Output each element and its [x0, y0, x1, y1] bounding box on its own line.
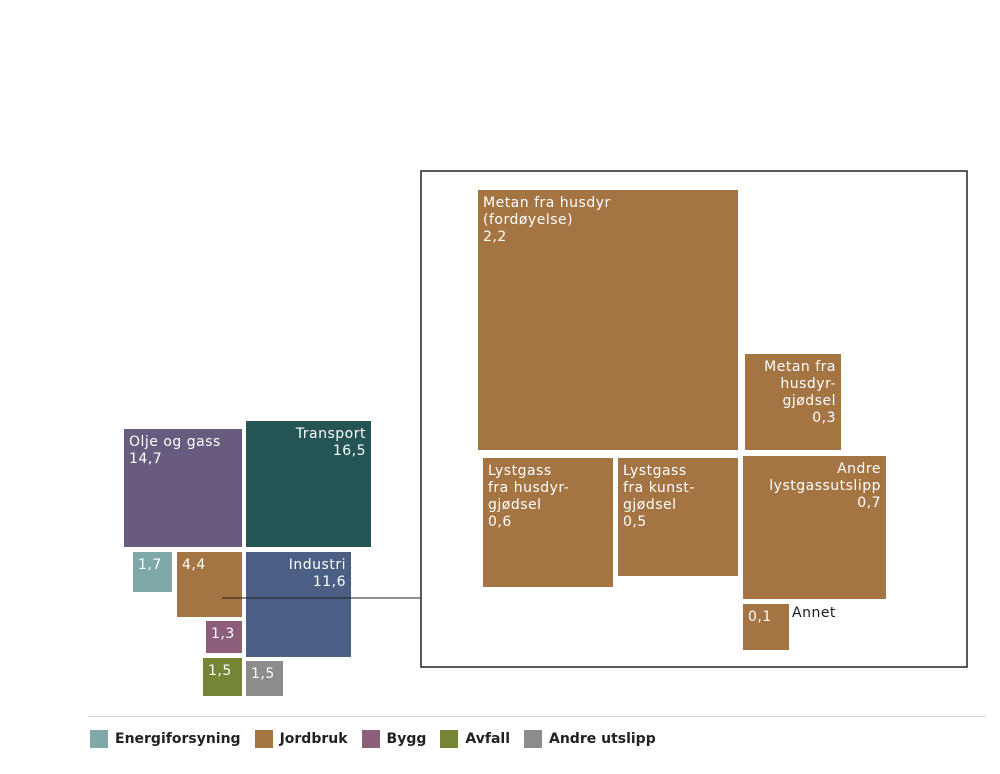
legend: Energiforsyning Jordbruk Bygg Avfall And…: [90, 730, 670, 748]
treemap-cell-bygg: [206, 621, 242, 653]
detail-outside-label-annet: Annet: [792, 605, 836, 621]
treemap-cell-andre: [246, 661, 283, 696]
treemap-cell-transport: [246, 421, 371, 547]
detail-label-metan-fordoyelse: Metan fra husdyr (fordøyelse) 2,2: [483, 195, 611, 245]
legend-item-energiforsyning: Energiforsyning: [90, 730, 241, 748]
detail-label-metan-gjodsel: Metan fra husdyr-gjødsel 0,3: [764, 359, 836, 426]
legend-label: Energiforsyning: [115, 731, 241, 747]
cell-label-industri: Industri 11,6: [289, 557, 346, 590]
treemap-cell-jordbruk: [177, 552, 242, 617]
legend-item-avfall: Avfall: [440, 730, 510, 748]
treemap-cell-industri: [246, 552, 351, 657]
detail-cell-metan-gjodsel: [745, 354, 841, 450]
legend-item-jordbruk: Jordbruk: [254, 730, 348, 748]
legend-swatch: [90, 730, 108, 748]
legend-divider: [88, 716, 986, 717]
cell-label-energi: 1,7: [138, 557, 162, 573]
legend-swatch: [361, 730, 380, 748]
legend-label: Avfall: [465, 731, 510, 747]
detail-cell-lystgass-husdyr: [483, 458, 613, 587]
legend-item-andre-utslipp: Andre utslipp: [524, 730, 656, 748]
detail-frame: [420, 170, 968, 668]
detail-label-annet: 0,1: [748, 609, 772, 625]
legend-label: Andre utslipp: [549, 731, 656, 747]
cell-label-transport: Transport 16,5: [295, 426, 366, 459]
detail-label-lystgass-kunst: Lystgass fra kunst-gjødsel 0,5: [623, 463, 695, 530]
legend-item-bygg: Bygg: [361, 730, 427, 748]
detail-cell-annet: [743, 604, 789, 650]
treemap-cell-olje: [124, 429, 242, 547]
detail-cell-lystgass-kunst: [618, 458, 738, 576]
legend-label: Jordbruk: [279, 731, 348, 747]
detail-label-andre-lystgass: Andre lystgassutslipp 0,7: [769, 461, 881, 511]
legend-swatch: [524, 730, 542, 748]
legend-swatch: [254, 730, 273, 748]
treemap-cell-energi: [133, 552, 172, 592]
detail-label-lystgass-husdyr: Lystgass fra husdyr-gjødsel 0,6: [488, 463, 569, 530]
cell-label-olje: Olje og gass 14,7: [129, 434, 221, 467]
legend-swatch: [440, 730, 459, 748]
detail-cell-andre-lystgass: [743, 456, 886, 599]
treemap-cell-avfall: [203, 658, 242, 696]
cell-label-bygg: 1,3: [211, 626, 235, 642]
detail-cell-metan-fordoyelse: [478, 190, 738, 450]
cell-label-jordbruk: 4,4: [182, 557, 206, 573]
legend-label: Bygg: [386, 731, 427, 747]
cell-label-avfall: 1,5: [208, 663, 232, 679]
cell-label-andre: 1,5: [251, 666, 275, 682]
